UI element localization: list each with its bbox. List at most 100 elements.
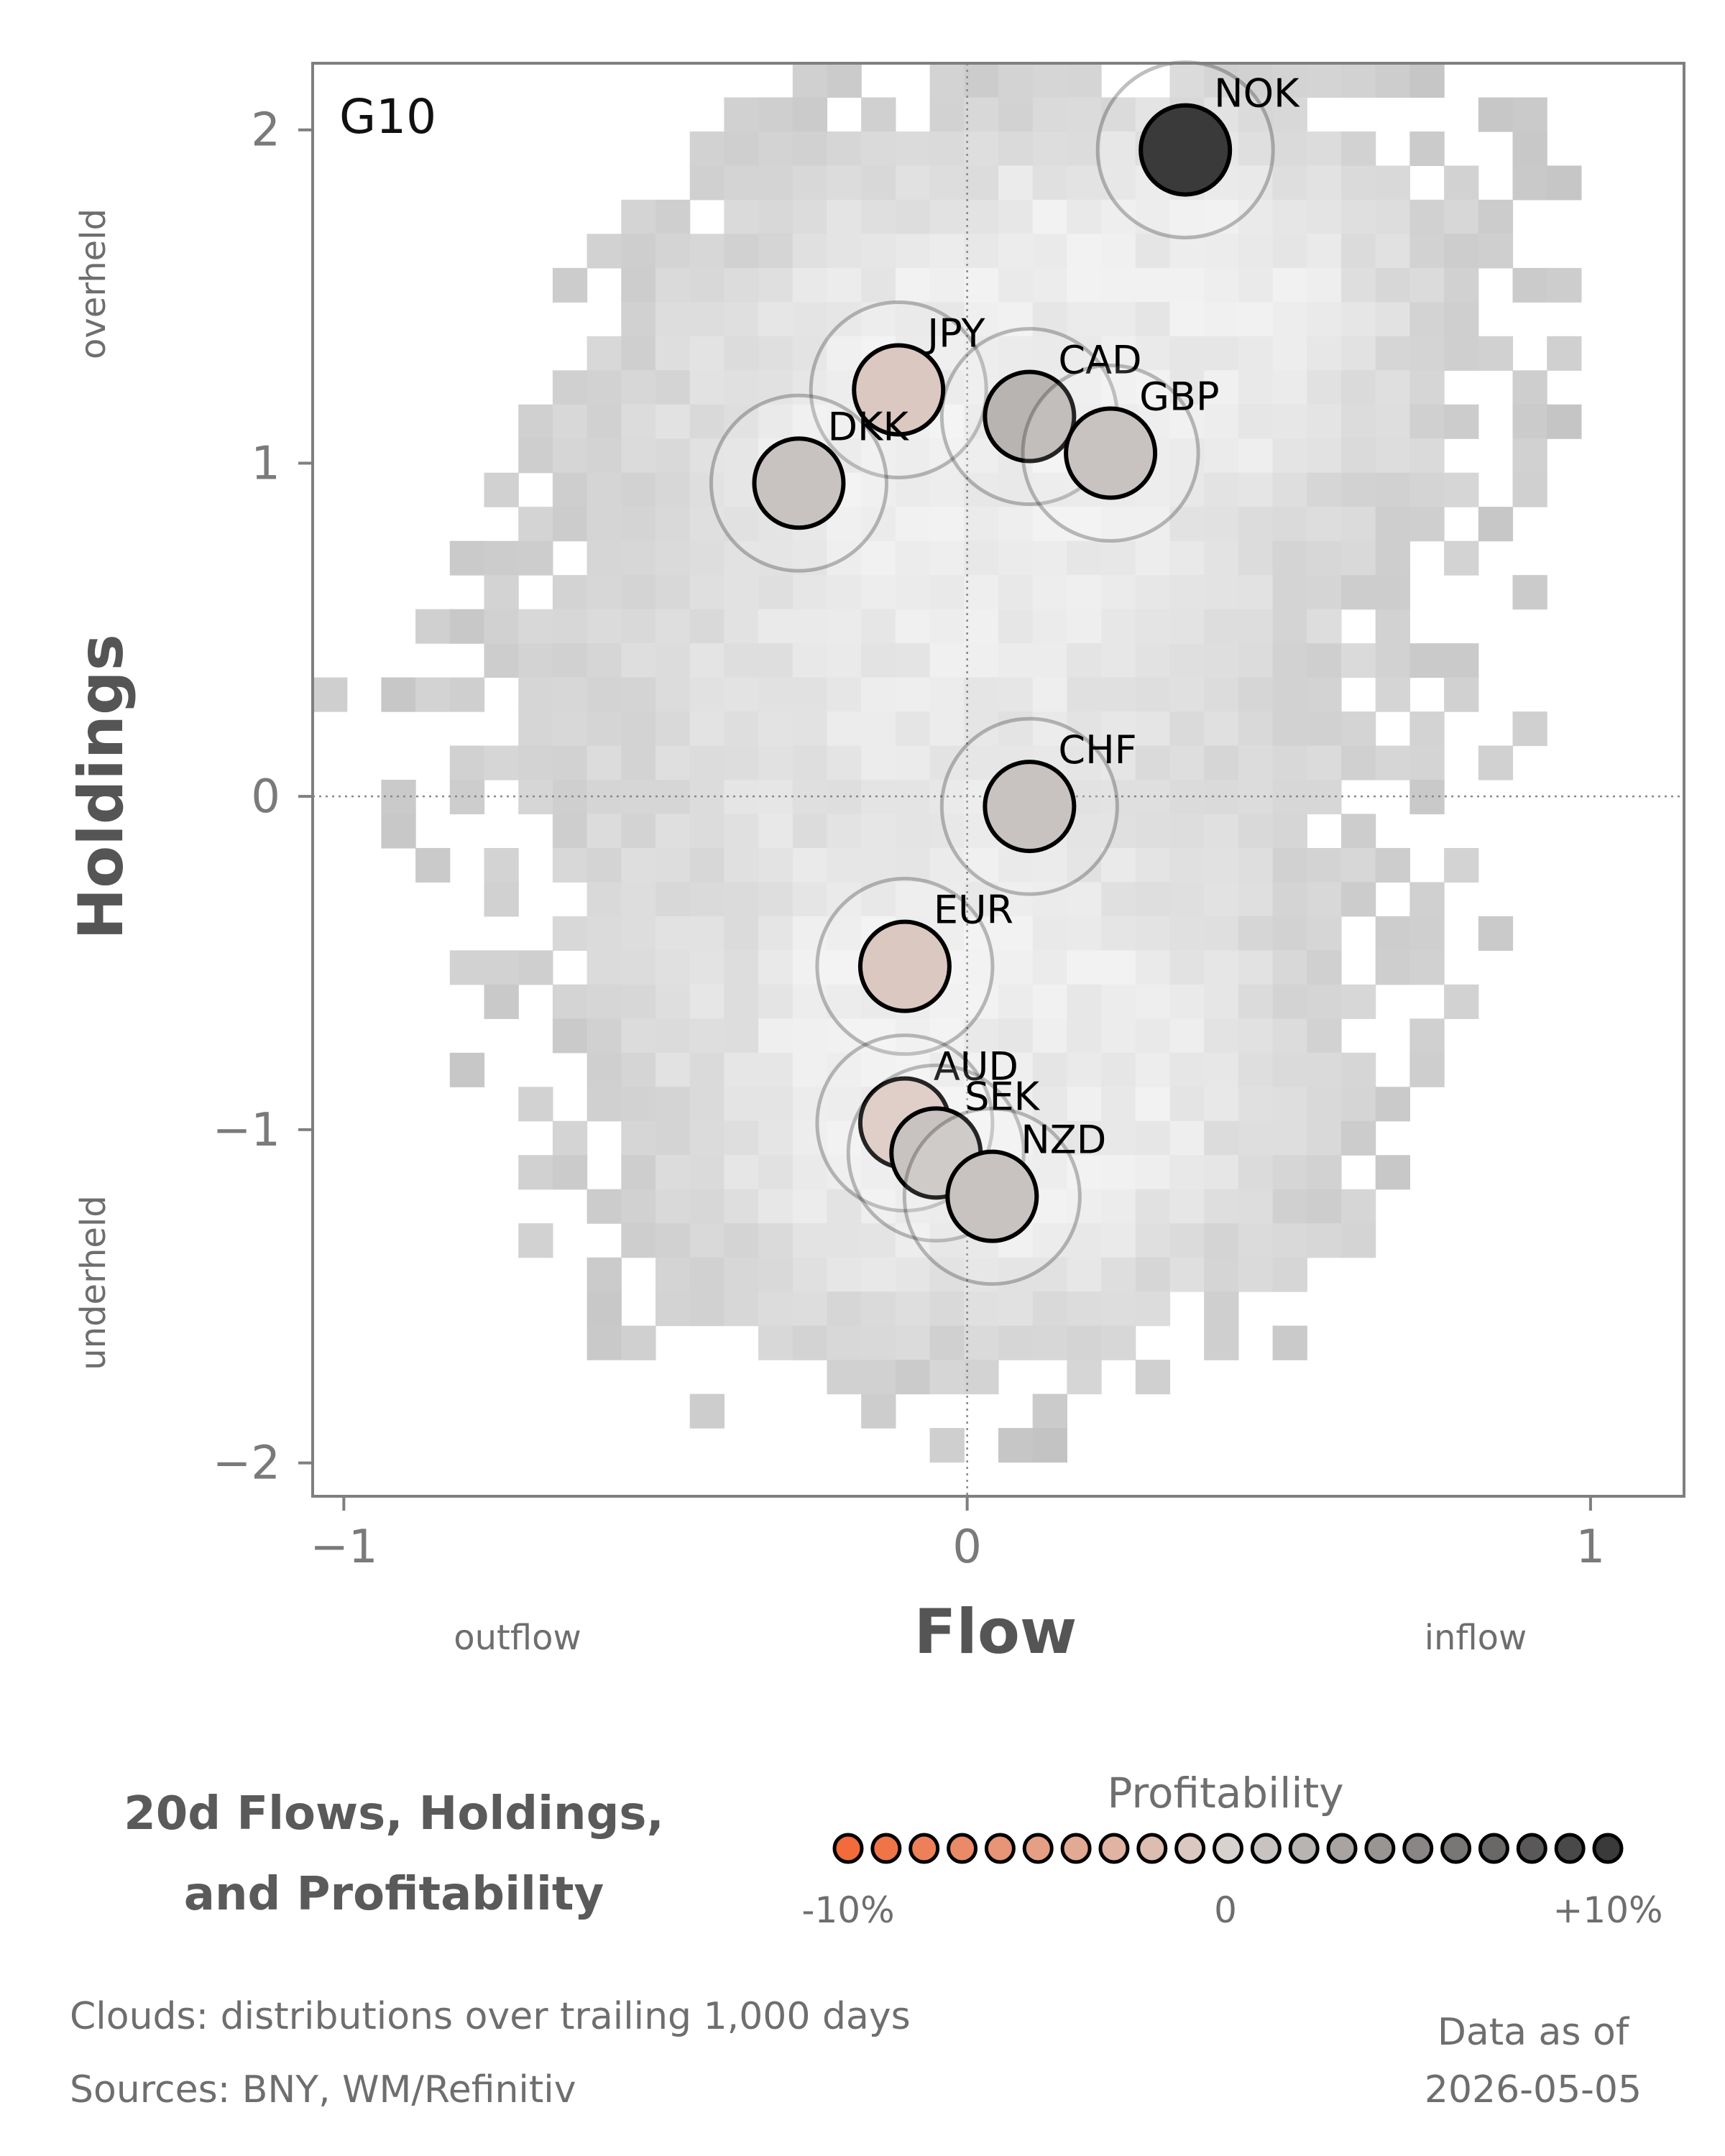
density-cell bbox=[861, 507, 896, 542]
density-cell bbox=[724, 1223, 759, 1258]
density-cell bbox=[998, 916, 1034, 951]
density-cell bbox=[1444, 472, 1479, 507]
density-cell bbox=[1169, 1052, 1205, 1087]
density-cell bbox=[621, 1018, 656, 1054]
density-cell bbox=[1444, 984, 1479, 1019]
density-cell bbox=[1409, 643, 1445, 678]
density-cell bbox=[552, 984, 588, 1019]
legend-swatch bbox=[1060, 1833, 1092, 1864]
density-cell bbox=[621, 1189, 656, 1224]
density-cell bbox=[998, 984, 1034, 1019]
density-cell bbox=[621, 575, 656, 610]
density-cell bbox=[1375, 63, 1410, 98]
density-cell bbox=[552, 370, 588, 405]
density-cell bbox=[621, 984, 656, 1019]
density-cell bbox=[861, 1189, 896, 1224]
density-cell bbox=[1238, 609, 1274, 644]
point-label: DKK bbox=[827, 404, 909, 449]
legend-swatch bbox=[1022, 1833, 1054, 1864]
density-cell bbox=[998, 882, 1034, 917]
density-cell bbox=[1375, 575, 1410, 610]
density-cell bbox=[1307, 540, 1342, 576]
density-cell bbox=[1272, 1257, 1307, 1292]
density-cell bbox=[1067, 575, 1102, 610]
density-cell bbox=[1409, 1052, 1445, 1087]
density-cell bbox=[929, 677, 965, 712]
density-cell bbox=[552, 575, 588, 610]
density-cell bbox=[1238, 1155, 1274, 1190]
density-cell bbox=[621, 643, 656, 678]
x-negative-direction-label: outflow bbox=[454, 1618, 581, 1658]
density-cell bbox=[1307, 199, 1342, 234]
density-cell bbox=[1032, 1393, 1067, 1429]
density-cell bbox=[484, 540, 519, 576]
density-cell bbox=[1135, 1189, 1171, 1224]
density-cell bbox=[1307, 63, 1342, 98]
density-cell bbox=[724, 609, 759, 644]
density-cell bbox=[827, 814, 862, 849]
density-cell bbox=[758, 540, 794, 576]
density-cell bbox=[1067, 507, 1102, 542]
density-cell bbox=[1067, 1087, 1102, 1122]
density-cell bbox=[792, 234, 828, 269]
density-cell bbox=[929, 745, 965, 780]
density-cell bbox=[1341, 507, 1376, 542]
density-cell bbox=[1101, 882, 1136, 917]
density-cell bbox=[758, 609, 794, 644]
density-cell bbox=[861, 814, 896, 849]
density-cell bbox=[518, 438, 553, 474]
density-cell bbox=[689, 540, 724, 576]
density-cell bbox=[518, 507, 553, 542]
density-cell bbox=[1409, 507, 1445, 542]
density-cell bbox=[621, 1052, 656, 1087]
density-cell bbox=[1101, 814, 1136, 849]
point-label: SEK bbox=[965, 1074, 1040, 1119]
density-cell bbox=[656, 745, 691, 780]
density-cell bbox=[792, 1257, 828, 1292]
density-cell bbox=[1307, 1155, 1342, 1190]
density-cell bbox=[724, 165, 759, 201]
density-cell bbox=[792, 677, 828, 712]
density-cell bbox=[484, 472, 519, 507]
density-cell bbox=[929, 165, 965, 201]
density-cell bbox=[827, 1360, 862, 1395]
density-cell bbox=[656, 438, 691, 474]
density-cell bbox=[621, 1087, 656, 1122]
density-cell bbox=[792, 63, 828, 98]
density-cell bbox=[792, 609, 828, 644]
density-cell bbox=[689, 404, 724, 439]
density-cell bbox=[552, 780, 588, 815]
density-cell bbox=[895, 507, 931, 542]
density-cell bbox=[758, 643, 794, 678]
density-cell bbox=[1547, 267, 1582, 303]
density-cell bbox=[1169, 916, 1205, 951]
density-cell bbox=[724, 302, 759, 337]
density-cell bbox=[518, 540, 553, 576]
legend-swatch bbox=[1213, 1833, 1243, 1864]
density-cell bbox=[758, 950, 794, 985]
density-cell bbox=[1478, 916, 1514, 951]
density-cell bbox=[1101, 507, 1136, 542]
density-cell bbox=[929, 1291, 965, 1327]
density-cell bbox=[929, 814, 965, 849]
density-cell bbox=[1272, 199, 1307, 234]
density-cell bbox=[998, 1120, 1034, 1156]
density-cell bbox=[895, 131, 931, 167]
density-cell bbox=[827, 165, 862, 201]
density-cell bbox=[1238, 1087, 1274, 1122]
density-cell bbox=[449, 1052, 485, 1087]
density-cell bbox=[1238, 1052, 1274, 1087]
point-label: CHF bbox=[1058, 727, 1136, 773]
density-cell bbox=[929, 711, 965, 747]
density-cell bbox=[827, 677, 862, 712]
density-cell bbox=[929, 575, 965, 610]
density-cell bbox=[1272, 1018, 1307, 1054]
density-cell bbox=[586, 1052, 622, 1087]
density-cell bbox=[861, 540, 896, 576]
density-cell bbox=[689, 1393, 724, 1429]
density-cell bbox=[1375, 745, 1410, 780]
density-cell bbox=[1204, 950, 1239, 985]
density-cell bbox=[964, 1291, 999, 1327]
density-cell bbox=[792, 1155, 828, 1190]
